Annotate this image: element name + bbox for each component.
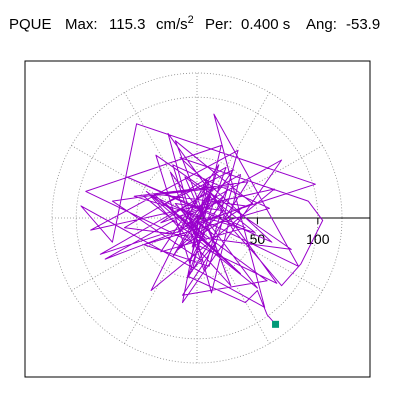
grid-spoke-30 [196,145,323,219]
axis-ticks: 50 100 [250,218,330,247]
max-label: Max: [65,16,98,33]
tick-label-100: 100 [306,231,330,247]
max-unit-exponent: 2 [187,14,194,26]
end-marker [272,320,280,328]
max-unit: cm/s2 [156,14,194,33]
record-header: PQUE Max: 115.3 cm/s2 Per: 0.400 s Ang: … [0,14,400,42]
period-value: 0.400 s [241,16,291,33]
plot-frame [24,60,371,378]
max-unit-base: cm/s [156,16,188,33]
max-value: 115.3 [109,16,146,33]
motion-trace [80,113,324,325]
angle-value: -53.9 [346,16,381,33]
period-label: Per: [205,16,233,33]
grid-spoke-150 [71,145,198,219]
angle-label: Ang: [306,16,337,33]
tick-label-50: 50 [250,231,266,247]
station-code: PQUE [9,16,52,33]
